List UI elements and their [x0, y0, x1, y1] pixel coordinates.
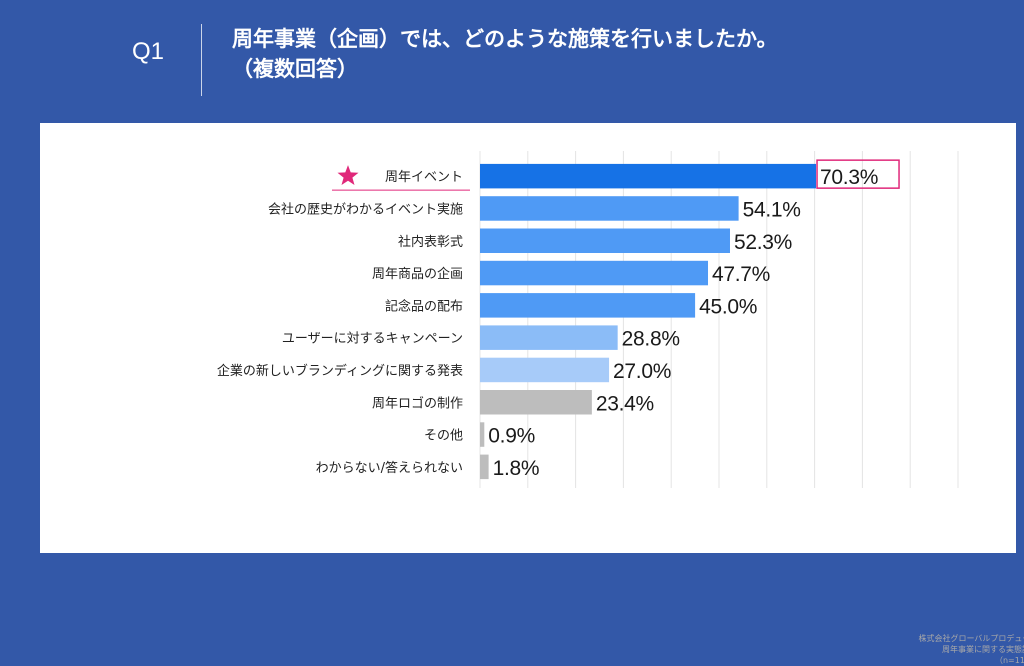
value-label: 70.3%	[820, 166, 878, 189]
bar	[480, 228, 730, 253]
source-company: 株式会社グローバルプロデュース	[918, 634, 1024, 643]
bar	[480, 390, 592, 415]
question-title-line-2: （複数回答）	[232, 57, 358, 81]
category-label: 会社の歴史がわかるイベント実施	[268, 201, 463, 217]
star-icon	[337, 165, 359, 185]
category-label: 企業の新しいブランディングに関する発表	[217, 363, 463, 379]
highlight-box	[816, 159, 900, 189]
source-survey: 周年事業に関する実態調査	[942, 645, 1024, 654]
category-label: 周年イベント	[385, 170, 463, 185]
bar	[480, 454, 489, 480]
bar	[480, 196, 739, 221]
bar	[480, 325, 618, 350]
bar	[480, 163, 817, 189]
category-label: ユーザーに対するキャンペーン	[282, 332, 463, 347]
question-title-line-1: 周年事業（企画）では、どのような施策を行いましたか。	[232, 27, 778, 51]
question-label: Q1	[131, 38, 164, 65]
bar	[480, 357, 610, 383]
chart-panel: 周年イベント 70.3% 会社の歴史がわかるイベント実施 54.1% 社内表彰式 52.3…	[40, 123, 1024, 665]
bar	[480, 422, 485, 447]
category-label: 記念品の配布	[385, 298, 463, 314]
source-sample-size: （n=111）	[994, 656, 1024, 665]
category-label: 社内表彰式	[398, 234, 463, 250]
value-label: 52.3%	[734, 231, 792, 254]
header-divider	[201, 24, 202, 96]
source-note: 株式会社グローバルプロデュース 周年事業に関する実態調査 （n=111）	[760, 633, 1024, 666]
value-label: 1.8%	[493, 457, 540, 480]
bar	[480, 293, 696, 318]
value-label: 45.0%	[699, 295, 757, 318]
bar	[480, 260, 709, 286]
question-title: 周年事業（企画）では、どのような施策を行いましたか。 （複数回答）	[232, 24, 992, 84]
bar-chart: 周年イベント 70.3% 会社の歴史がわかるイベント実施 54.1% 社内表彰式 52.3…	[217, 151, 959, 488]
value-label: 0.9%	[488, 425, 535, 448]
category-label: わからない/答えられない	[316, 460, 463, 476]
value-label: 47.7%	[712, 263, 770, 286]
value-label: 23.4%	[596, 392, 654, 415]
category-label: 周年商品の企画	[372, 266, 463, 282]
category-label: 周年ロゴの制作	[372, 395, 463, 411]
value-label: 27.0%	[613, 360, 671, 383]
value-label: 54.1%	[743, 198, 801, 221]
category-label: その他	[424, 429, 463, 444]
value-label: 28.8%	[622, 328, 680, 351]
